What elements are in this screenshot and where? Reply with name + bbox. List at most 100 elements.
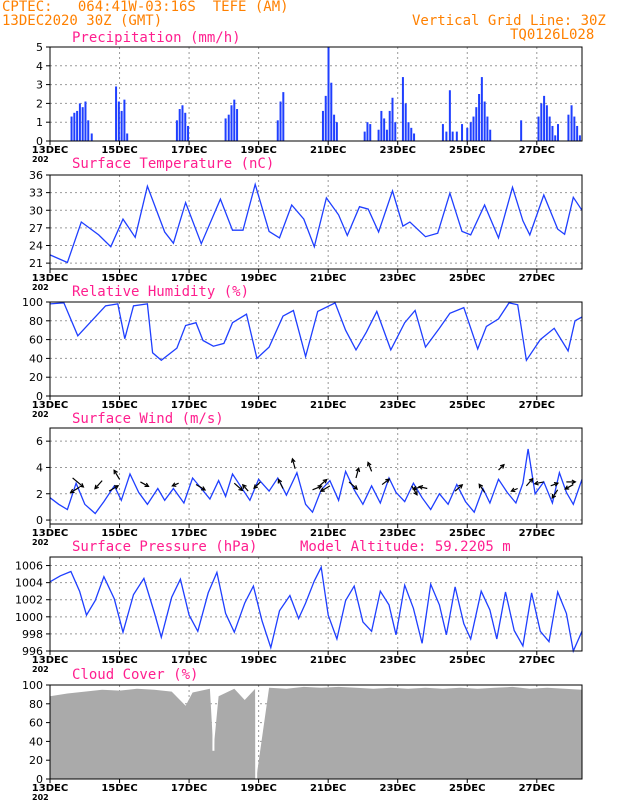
x-tick-label: 19DEC xyxy=(240,655,276,666)
grid-note: Vertical Grid Line: 30Z xyxy=(412,13,606,29)
wind-arrow xyxy=(72,477,84,488)
x-tick-label: 27DEC xyxy=(519,400,555,411)
precip-bar xyxy=(324,95,327,141)
cloud-gap xyxy=(255,685,258,779)
precip-bar xyxy=(385,129,388,141)
x-tick-label: 13DEC xyxy=(32,528,68,539)
wind-arrow-head xyxy=(564,485,570,490)
x-tick-label: 15DEC xyxy=(101,783,137,794)
x-tick-label: 23DEC xyxy=(380,528,416,539)
panel-6: Cloud Cover (%) 0 20 40 60 80 100 13DEC 15DEC 17D… xyxy=(22,667,583,800)
panel-frame xyxy=(49,174,583,270)
x-tick-label: 13DEC xyxy=(32,145,68,156)
wind-arrow xyxy=(233,482,243,491)
precip-bar xyxy=(391,97,394,141)
y-tick-label: 0 xyxy=(36,773,43,786)
precip-bar xyxy=(126,133,129,141)
series-line xyxy=(49,448,583,515)
panel-frame xyxy=(49,301,583,397)
wind-arrow-head xyxy=(171,482,177,487)
wind-arrow xyxy=(525,478,534,487)
wind-arrow-head xyxy=(353,485,359,490)
panel-frame xyxy=(49,556,583,652)
panel-5: Surface Pressure (hPa) 996 998 1000 1002 1004… xyxy=(15,539,583,674)
wind-arrow-head xyxy=(201,486,207,491)
y-tick-label: 60 xyxy=(29,334,43,347)
x-tick-label: 23DEC xyxy=(380,400,416,411)
panel-frame xyxy=(49,427,583,525)
x-tick-label: 19DEC xyxy=(240,400,276,411)
year-marker: 202 xyxy=(32,538,49,547)
wind-arrow-head xyxy=(253,484,259,490)
precip-bar xyxy=(227,114,230,141)
panel-title: Precipitation (mm/h) xyxy=(72,30,241,46)
y-tick-label: 4 xyxy=(36,461,43,474)
precip-bar xyxy=(578,135,581,141)
precip-bar xyxy=(461,124,464,141)
wind-arrow xyxy=(195,484,206,491)
precip-bar xyxy=(178,109,181,141)
precip-bar xyxy=(489,129,492,141)
date-header: 13DEC2020 30Z (GMT) xyxy=(2,13,163,29)
y-tick-label: 998 xyxy=(22,628,43,641)
precip-bar xyxy=(407,122,410,141)
y-tick-label: 20 xyxy=(29,371,43,384)
x-tick-label: 17DEC xyxy=(171,400,207,411)
y-tick-label: 21 xyxy=(29,257,43,270)
y-tick-label: 30 xyxy=(29,204,43,217)
precip-bar xyxy=(554,135,557,141)
x-tick-label: 15DEC xyxy=(101,655,137,666)
panel-title: Cloud Cover (%) xyxy=(72,667,198,683)
wind-arrow-head xyxy=(114,485,120,490)
x-tick-label: 27DEC xyxy=(519,783,555,794)
wind-arrow-head xyxy=(528,477,534,483)
precip-bar xyxy=(84,101,87,141)
x-tick-label: 27DEC xyxy=(519,655,555,666)
wind-arrow-head xyxy=(113,469,118,475)
precip-bar xyxy=(230,105,233,141)
precip-bar xyxy=(451,131,454,141)
precip-bar xyxy=(548,116,551,141)
precip-bar xyxy=(441,124,444,141)
precip-bar xyxy=(413,133,416,141)
x-tick-label: 13DEC xyxy=(32,400,68,411)
x-tick-label: 21DEC xyxy=(310,145,346,156)
precip-bar xyxy=(466,127,469,141)
precip-bar xyxy=(545,105,548,141)
y-tick-label: 0 xyxy=(36,135,43,148)
wind-arrow-head xyxy=(355,466,361,473)
x-tick-label: 19DEC xyxy=(240,528,276,539)
y-tick-label: 0 xyxy=(36,514,43,527)
x-tick-label: 15DEC xyxy=(101,400,137,411)
y-tick-label: 36 xyxy=(29,169,43,182)
precip-bar xyxy=(486,116,489,141)
x-tick-label: 17DEC xyxy=(171,528,207,539)
wind-arrow-head xyxy=(79,483,85,488)
wind-arrow xyxy=(551,489,559,499)
precip-bar xyxy=(401,77,404,141)
y-tick-label: 1006 xyxy=(15,560,43,573)
wind-arrow-head xyxy=(290,457,296,463)
precip-bar xyxy=(543,95,546,141)
precip-bar xyxy=(335,122,338,141)
precip-bar xyxy=(117,101,120,141)
precip-bar xyxy=(327,47,330,141)
precip-bar xyxy=(445,131,448,141)
precip-bar xyxy=(233,99,236,141)
precip-bar xyxy=(115,86,118,141)
precip-bar xyxy=(90,133,93,141)
panel-title: Surface Pressure (hPa) xyxy=(72,539,257,555)
panel-2: Surface Temperature (nC) 21 24 27 30 33 36 13DE… xyxy=(29,156,583,292)
precip-bar xyxy=(540,103,543,141)
wind-arrow xyxy=(348,481,358,490)
x-tick-label: 23DEC xyxy=(380,655,416,666)
panel-4: Surface Wind (m/s) 0 2 4 6 13DEC 15DEC 17DEC 19D… xyxy=(32,411,583,547)
precip-bar xyxy=(380,110,383,141)
wind-arrow xyxy=(498,464,505,471)
y-tick-label: 100 xyxy=(22,679,43,692)
y-tick-label: 60 xyxy=(29,717,43,730)
x-tick-label: 19DEC xyxy=(240,783,276,794)
x-tick-label: 21DEC xyxy=(310,400,346,411)
x-tick-label: 15DEC xyxy=(101,145,137,156)
